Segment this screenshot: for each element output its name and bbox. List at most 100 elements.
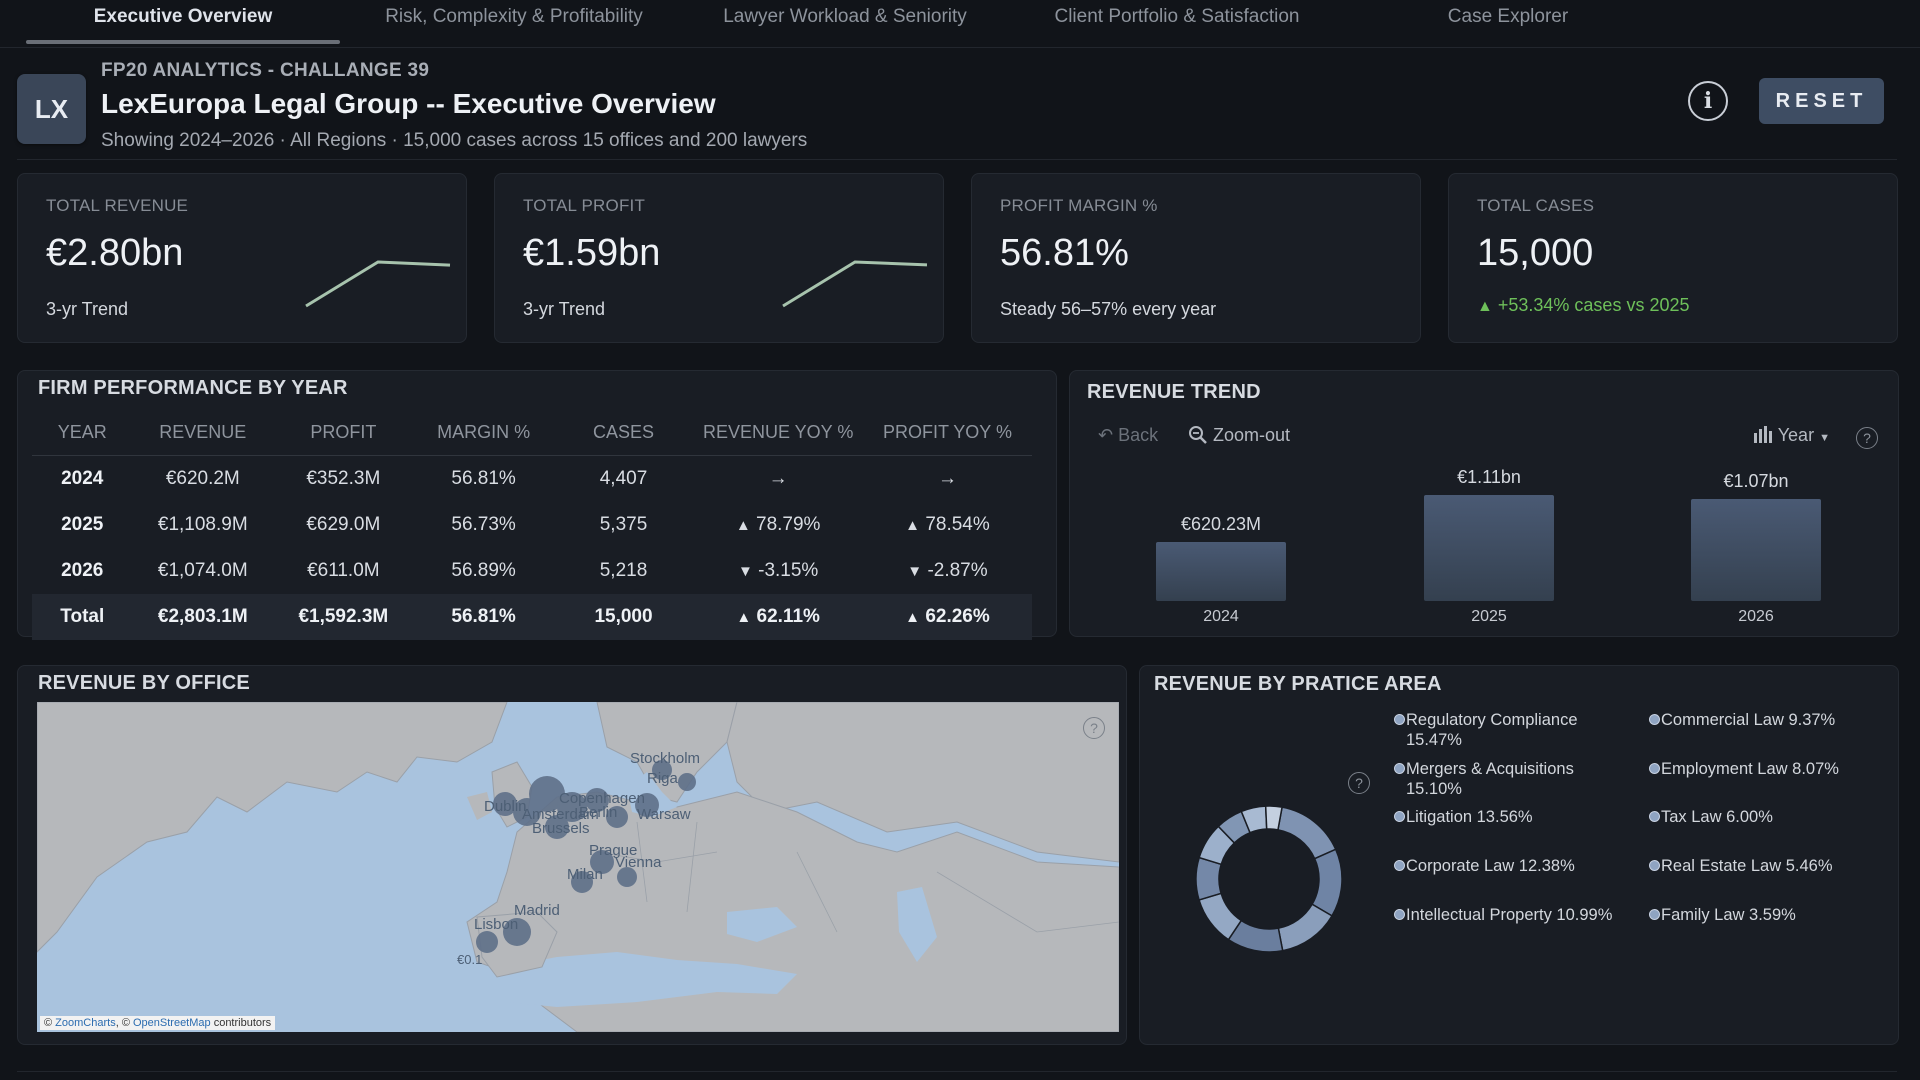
right-arrow-icon: → — [937, 468, 957, 489]
bar-2026[interactable] — [1691, 498, 1821, 601]
legend-dot — [1394, 763, 1405, 774]
donut-slice[interactable] — [1311, 848, 1343, 917]
legend-item[interactable]: Real Estate Law 5.46% — [1649, 856, 1891, 876]
cell-cases: 5,218 — [599, 560, 648, 581]
cell-revenue: €620.2M — [165, 468, 240, 489]
kpi-value: €1.59bn — [523, 232, 661, 274]
legend-dot — [1394, 909, 1405, 920]
cell-year: 2026 — [61, 560, 104, 581]
tab-case-explorer[interactable]: Case Explorer — [1447, 6, 1569, 27]
city-label: Milan — [567, 866, 603, 883]
legend-item[interactable]: Commercial Law 9.37% — [1649, 710, 1891, 730]
bar-value-label: €1.07bn — [1723, 470, 1789, 491]
info-icon[interactable]: i — [1688, 81, 1728, 121]
help-icon[interactable]: ? — [1348, 772, 1370, 794]
triangle-up-icon: ▲ — [735, 517, 751, 534]
column-header-revenue[interactable]: REVENUE — [132, 409, 274, 456]
legend-item[interactable]: Litigation 13.56% — [1394, 807, 1646, 827]
kpi-label: TOTAL REVENUE — [46, 196, 189, 215]
bar-value-label: €1.11bn — [1457, 467, 1521, 487]
cell-year: 2024 — [61, 468, 104, 489]
legend-dot — [1394, 811, 1405, 822]
performance-table: YEAR REVENUE PROFIT MARGIN % CASES REVEN… — [32, 409, 1032, 640]
tab-lawyer-workload-seniority[interactable]: Lawyer Workload & Seniority — [723, 6, 967, 27]
help-icon[interactable]: ? — [1083, 717, 1105, 739]
legend-item[interactable]: Regulatory Compliance 15.47% — [1394, 710, 1626, 750]
kpi-value: 15,000 — [1477, 232, 1594, 274]
period-label: Year — [1777, 425, 1815, 445]
column-header-margin[interactable]: MARGIN % — [413, 409, 554, 456]
legend-dot — [1649, 909, 1660, 920]
triangle-up-icon: ▲ — [736, 609, 752, 626]
page-title: LexEuropa Legal Group -- Executive Overv… — [101, 88, 716, 119]
triangle-up-icon: ▲ — [905, 517, 921, 534]
city-label: Amsterdam — [522, 806, 599, 823]
table-row[interactable]: 2026 €1,074.0M €611.0M 56.89% 5,218 ▼ -3… — [32, 548, 1032, 594]
practice-donut-chart[interactable] — [1194, 804, 1344, 954]
tab-client-portfolio-satisfaction[interactable]: Client Portfolio & Satisfaction — [1054, 6, 1300, 27]
legend-dot — [1649, 763, 1660, 774]
x-axis-tick-label: 2025 — [1471, 608, 1507, 625]
kpi-card-profit-margin: PROFIT MARGIN % 56.81% Steady 56–57% eve… — [971, 173, 1421, 343]
zoom-out-button[interactable]: Zoom-out — [1188, 425, 1290, 446]
cell-profit-yoy: ▼ -2.87% — [907, 560, 988, 581]
cell-profit: €352.3M — [306, 468, 381, 489]
sparkline-path — [305, 260, 451, 308]
table-row[interactable]: 2025 €1,108.9M €629.0M 56.73% 5,375 ▲ 78… — [32, 502, 1032, 548]
city-label: Copenhagen — [559, 790, 645, 807]
office-map[interactable]: Stockholm Riga Dublin Copenhagen Amsterd… — [37, 702, 1119, 1032]
cell-year: Total — [32, 594, 133, 640]
triangle-down-icon: ▼ — [907, 563, 923, 580]
tab-executive-overview[interactable]: Executive Overview — [93, 6, 273, 27]
city-label: Riga — [647, 770, 678, 787]
column-header-cases[interactable]: CASES — [553, 409, 694, 456]
sparkline-path — [782, 260, 928, 308]
section-title: REVENUE TREND — [1087, 381, 1261, 403]
bar-2024[interactable] — [1156, 541, 1286, 601]
cell-revenue-yoy: ▲ 62.11% — [693, 594, 863, 640]
kpi-label: TOTAL PROFIT — [523, 196, 646, 215]
donut-slice[interactable] — [1277, 806, 1337, 860]
cell-revenue-yoy: ▲ 78.79% — [735, 514, 821, 535]
reset-button[interactable]: RESET — [1759, 78, 1884, 124]
table-row[interactable]: 2024 €620.2M €352.3M 56.81% 4,407 → → — [32, 456, 1032, 503]
donut-slice[interactable] — [1264, 805, 1283, 831]
city-label: Warsaw — [637, 806, 691, 823]
period-dropdown[interactable]: Year ▼ — [1753, 425, 1830, 446]
revenue-sparkline — [305, 260, 451, 308]
legend-item[interactable]: Corporate Law 12.38% — [1394, 856, 1646, 876]
zoom-out-icon — [1188, 425, 1213, 445]
tab-risk-complexity-profitability[interactable]: Risk, Complexity & Profitability — [385, 6, 643, 27]
kpi-subtext: ▲ +53.34% cases vs 2025 — [1477, 295, 1690, 316]
cell-margin: 56.89% — [451, 560, 516, 581]
help-icon[interactable]: ? — [1856, 427, 1878, 449]
legend-item[interactable]: Family Law 3.59% — [1649, 905, 1891, 925]
city-label: Prague — [589, 842, 638, 859]
column-header-profit[interactable]: PROFIT — [273, 409, 414, 456]
zoom-out-label: Zoom-out — [1213, 425, 1291, 445]
kpi-card-total-revenue: TOTAL REVENUE €2.80bn 3-yr Trend — [17, 173, 467, 343]
legend-item[interactable]: Employment Law 8.07% — [1649, 759, 1891, 779]
cell-profit: €611.0M — [307, 560, 380, 581]
table-total-row[interactable]: Total €2,803.1M €1,592.3M 56.81% 15,000 … — [32, 594, 1032, 640]
map-land — [37, 702, 1119, 1032]
x-axis-tick-label: 2024 — [1203, 608, 1239, 625]
column-header-profit-yoy[interactable]: PROFIT YOY % — [862, 409, 1032, 456]
triangle-up-icon: ▲ — [905, 609, 921, 626]
cell-profit: €1,592.3M — [273, 594, 414, 640]
report-pre-title: FP20 ANALYTICS - CHALLANGE 39 — [101, 60, 430, 81]
revenue-by-practice-panel: REVENUE BY PRATICE AREA ? Regulatory Com… — [1139, 665, 1899, 1045]
bar-2025[interactable] — [1424, 495, 1554, 601]
legend-item[interactable]: Intellectual Property 10.99% — [1394, 905, 1646, 925]
company-logo: LX — [17, 74, 86, 144]
zoomcharts-link[interactable]: ZoomCharts — [55, 1017, 116, 1029]
donut-slice[interactable] — [1277, 903, 1334, 952]
bar-value-label: €620.23M — [1180, 513, 1262, 534]
legend-item[interactable]: Mergers & Acquisitions 15.10% — [1394, 759, 1626, 799]
city-label: Berlin — [579, 804, 618, 821]
column-header-year[interactable]: YEAR — [32, 409, 133, 456]
legend-item[interactable]: Tax Law 6.00% — [1649, 807, 1891, 827]
column-header-revenue-yoy[interactable]: REVENUE YOY % — [693, 409, 863, 456]
back-button[interactable]: ↶ Back — [1098, 425, 1158, 446]
openstreetmap-link[interactable]: OpenStreetMap — [132, 1017, 211, 1029]
